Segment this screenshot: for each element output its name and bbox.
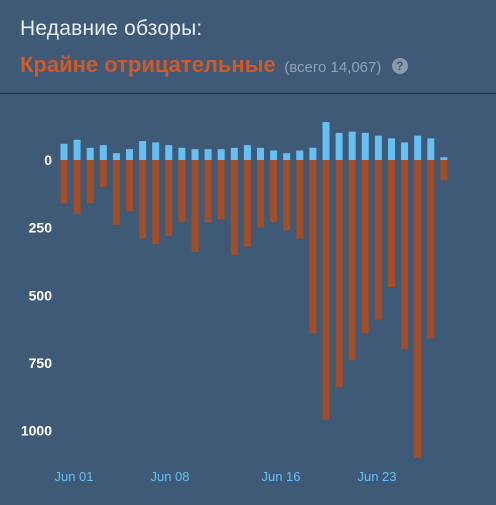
negative-bar[interactable]: [440, 160, 448, 181]
y-tick-label: 250: [29, 220, 53, 236]
positive-bar[interactable]: [296, 150, 304, 161]
x-axis: Jun 01 Jun 08 Jun 16 Jun 23: [54, 469, 396, 484]
positive-bar[interactable]: [388, 138, 395, 160]
y-tick-label: 0: [44, 152, 52, 168]
negative-bar[interactable]: [178, 160, 186, 223]
positive-bar[interactable]: [204, 149, 212, 160]
y-tick-label: 1000: [21, 423, 52, 439]
section-title: Недавние обзоры:: [20, 17, 203, 40]
y-axis: 0 250 500 750 1000: [21, 152, 52, 439]
negative-bar[interactable]: [348, 160, 356, 361]
x-tick-label: Jun 23: [357, 469, 396, 484]
help-icon[interactable]: ?: [391, 58, 408, 74]
positive-bar[interactable]: [112, 153, 120, 160]
positive-bar[interactable]: [361, 132, 369, 160]
negative-bar[interactable]: [165, 160, 173, 236]
positive-bar[interactable]: [230, 147, 238, 160]
positive-bar[interactable]: [309, 147, 317, 160]
x-tick-label: Jun 16: [261, 469, 300, 484]
positive-bar[interactable]: [322, 122, 330, 160]
positive-bar[interactable]: [348, 131, 356, 160]
positive-bar[interactable]: [440, 157, 448, 160]
positive-bar[interactable]: [283, 153, 291, 160]
positive-bar[interactable]: [60, 143, 68, 160]
negative-bar[interactable]: [99, 160, 107, 188]
positive-bar[interactable]: [270, 150, 278, 161]
negative-bar[interactable]: [152, 160, 160, 244]
positive-bar[interactable]: [335, 132, 343, 160]
positive-bar[interactable]: [86, 147, 94, 160]
negative-bar[interactable]: [243, 160, 251, 247]
positive-bar[interactable]: [178, 147, 186, 160]
positive-bar[interactable]: [414, 135, 422, 160]
negative-bar[interactable]: [388, 160, 395, 288]
review-total: (всего 14,067): [284, 59, 382, 76]
positive-bar[interactable]: [217, 149, 225, 160]
reviews-histogram: 0 250 500 750 1000 Jun 01 Jun 08 Jun 16 Jun 23: [21, 122, 448, 484]
negative-bar[interactable]: [322, 160, 330, 420]
rating-line: Крайне отрицательные (всего 14,067) ?: [20, 52, 408, 78]
positive-bar[interactable]: [191, 149, 199, 160]
x-tick-label: Jun 08: [150, 469, 189, 484]
positive-bar[interactable]: [99, 145, 107, 160]
negative-bar[interactable]: [401, 160, 409, 350]
positive-bar[interactable]: [243, 145, 251, 160]
negative-bar[interactable]: [257, 160, 264, 228]
negative-bar[interactable]: [191, 160, 199, 252]
negative-bar[interactable]: [283, 160, 291, 231]
positive-bar[interactable]: [152, 142, 160, 160]
positive-bar[interactable]: [427, 138, 435, 160]
positive-bar[interactable]: [139, 141, 147, 160]
rating-summary[interactable]: Крайне отрицательные: [20, 52, 276, 77]
negative-bar[interactable]: [86, 160, 94, 204]
negative-bar[interactable]: [361, 160, 369, 334]
y-tick-label: 750: [29, 355, 53, 371]
positive-bar[interactable]: [126, 149, 133, 160]
y-tick-label: 500: [29, 287, 53, 303]
negative-bar[interactable]: [309, 160, 317, 334]
reviews-header: Недавние обзоры: Крайне отрицательные (в…: [0, 0, 496, 94]
negative-bar[interactable]: [414, 160, 422, 458]
negative-bar[interactable]: [296, 160, 304, 239]
positive-bar[interactable]: [165, 145, 173, 160]
negative-bar[interactable]: [427, 160, 435, 339]
negative-bar[interactable]: [139, 160, 147, 239]
negative-bar[interactable]: [60, 160, 68, 204]
negative-bar[interactable]: [230, 160, 238, 255]
positive-bar[interactable]: [257, 147, 264, 160]
negative-bar[interactable]: [126, 160, 133, 212]
negative-bar[interactable]: [112, 160, 120, 225]
positive-bar[interactable]: [401, 142, 409, 160]
negative-bar[interactable]: [217, 160, 225, 220]
negative-bar[interactable]: [270, 160, 278, 223]
bars-group: [60, 122, 448, 458]
negative-bar[interactable]: [204, 160, 212, 223]
positive-bar[interactable]: [73, 139, 81, 160]
negative-bar[interactable]: [374, 160, 382, 320]
negative-bar[interactable]: [73, 160, 81, 215]
negative-bar[interactable]: [335, 160, 343, 388]
positive-bar[interactable]: [374, 135, 382, 160]
x-tick-label: Jun 01: [54, 469, 93, 484]
